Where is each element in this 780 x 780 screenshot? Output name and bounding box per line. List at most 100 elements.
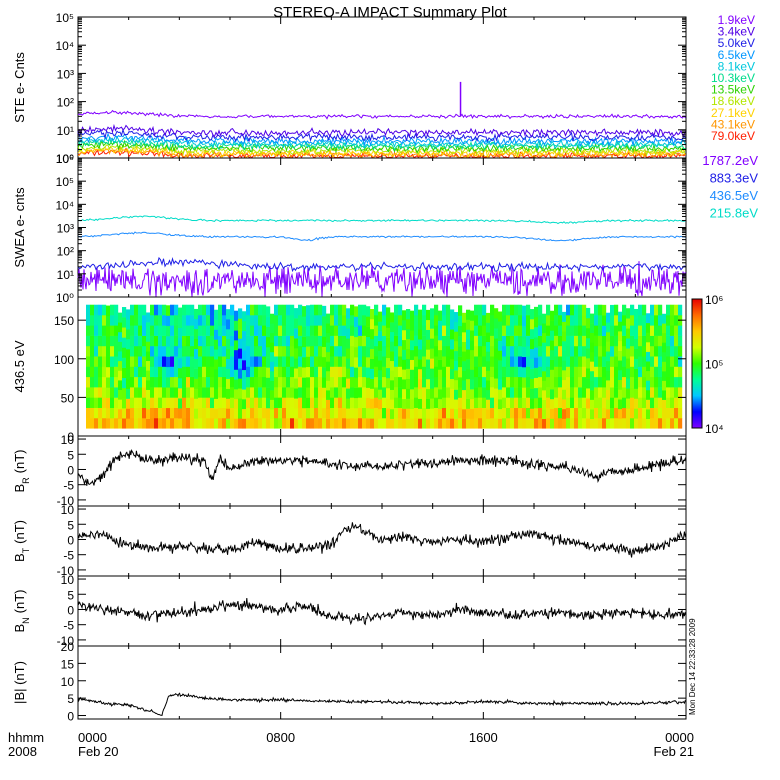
spectrogram-cell xyxy=(602,397,607,409)
spectrogram-cell xyxy=(358,356,363,367)
spectrogram-cell xyxy=(86,376,91,388)
spectrogram-cell xyxy=(214,378,219,390)
spectrogram-cell xyxy=(266,387,271,399)
spectrogram-cell xyxy=(574,376,579,388)
spectrogram-cell xyxy=(106,346,111,357)
spectrogram-cell xyxy=(618,418,623,429)
spectrogram-cell xyxy=(270,371,275,381)
spectrogram-cell xyxy=(658,387,663,398)
spectrogram-cell xyxy=(102,387,107,398)
spectrogram-cell xyxy=(238,358,243,369)
bmag-y-tick-label: 15 xyxy=(61,657,75,671)
spectrogram-cell xyxy=(178,367,183,379)
bmag-y-tick-label: 20 xyxy=(61,640,75,654)
spectrogram-cell xyxy=(626,418,631,429)
spectrogram-cell xyxy=(86,304,91,316)
spectrogram-cell xyxy=(130,397,135,408)
spectrogram-cell xyxy=(546,325,551,336)
spectrogram-cell xyxy=(174,376,179,388)
spectrogram-cell xyxy=(394,304,399,316)
spectrogram-cell xyxy=(218,366,223,378)
spectrogram-cell xyxy=(398,387,403,398)
spectrogram-cell xyxy=(262,366,267,378)
spectrogram-cell xyxy=(650,387,655,398)
spectrogram-cell xyxy=(638,345,643,357)
swea-ylabel: SWEA e- cnts xyxy=(12,187,27,268)
spectrogram-cell xyxy=(182,304,187,316)
spectrogram-cell xyxy=(594,356,599,367)
spectrogram-cell xyxy=(410,310,415,321)
spectrogram-cell xyxy=(378,408,383,419)
spectrogram-cell xyxy=(474,304,479,316)
spectrogram-cell xyxy=(370,388,375,399)
spectrogram-cell xyxy=(158,366,163,378)
spectrogram-cell xyxy=(162,417,167,429)
spectrogram-cell xyxy=(210,387,215,398)
spectrogram-cell xyxy=(394,366,399,378)
spectrogram-cell xyxy=(422,315,427,326)
spectrogram-cell xyxy=(302,336,307,348)
spectrogram-cell xyxy=(574,304,579,316)
spectrogram-cell xyxy=(318,304,323,316)
spectrogram-cell xyxy=(262,387,267,398)
spectrogram-cell xyxy=(374,417,379,429)
spectrogram-cell xyxy=(134,335,139,347)
spectrogram-cell xyxy=(450,339,455,350)
spectrogram-cell xyxy=(138,376,143,388)
spectrogram-cell xyxy=(194,348,199,359)
spectrogram-cell xyxy=(194,308,199,320)
spectrogram-cell xyxy=(286,325,291,336)
spectrogram-cell xyxy=(366,407,371,419)
swea-y-tick-label: 10⁵ xyxy=(56,175,74,189)
spectrogram-cell xyxy=(466,368,471,380)
spectrogram-cell xyxy=(594,376,599,388)
spectrogram-cell xyxy=(626,308,631,319)
spectrogram-cell xyxy=(658,335,663,347)
spectrogram-cell xyxy=(486,380,491,391)
spectrogram-cell xyxy=(230,397,235,408)
bmag-frame xyxy=(77,645,687,720)
spectrogram-cell xyxy=(270,332,275,343)
bmag-y-tick-label: 0 xyxy=(67,710,74,724)
spectrogram-cell xyxy=(622,315,627,326)
spectrogram-cell xyxy=(182,397,187,408)
spectrogram-cell xyxy=(566,397,571,408)
bn-y-tick-label: 0 xyxy=(67,603,74,617)
spectrogram-cell xyxy=(502,387,507,398)
spectrogram-cell xyxy=(182,407,187,419)
spectrogram-cell xyxy=(322,407,327,419)
spectrogram-cell xyxy=(298,325,303,336)
spectrogram-cell xyxy=(570,345,575,357)
spectrogram-cell xyxy=(206,366,211,378)
spectrogram-cell xyxy=(610,325,615,337)
spectrogram-cell xyxy=(522,346,527,358)
spectrogram-cell xyxy=(398,356,403,367)
spectrogram-cell xyxy=(398,376,403,388)
spectrogram-cell xyxy=(446,356,451,367)
spectrogram-cell xyxy=(442,387,447,398)
spectrogram-cell xyxy=(106,387,111,398)
spectrogram-cell xyxy=(190,345,195,357)
spectrogram-cell xyxy=(630,366,635,378)
spectrogram-cell xyxy=(542,409,547,420)
spectrogram-cell xyxy=(466,378,471,390)
spectrogram-cell xyxy=(142,345,147,357)
spectrogram-cell xyxy=(126,319,131,330)
spectrogram-cell xyxy=(578,366,583,378)
spectrogram-cell xyxy=(618,360,623,371)
spectrogram-cell xyxy=(178,327,183,339)
spectrogram-cell xyxy=(162,397,167,408)
spectrogram-cell xyxy=(294,338,299,349)
spectrogram-cell xyxy=(606,409,611,419)
spectrogram-cell xyxy=(590,418,595,429)
spectrogram-cell xyxy=(294,378,299,389)
spectrogram-cell xyxy=(502,304,507,316)
spectrogram-cell xyxy=(574,417,579,429)
spectrogram-cell xyxy=(666,387,671,398)
spectrogram-cell xyxy=(306,356,311,368)
spectrogram-cell xyxy=(506,387,511,398)
spectrogram-cell xyxy=(258,345,263,357)
spectrogram-cell xyxy=(486,370,491,381)
spectrogram-cell xyxy=(314,325,319,336)
spectrogram-cell xyxy=(422,407,427,419)
